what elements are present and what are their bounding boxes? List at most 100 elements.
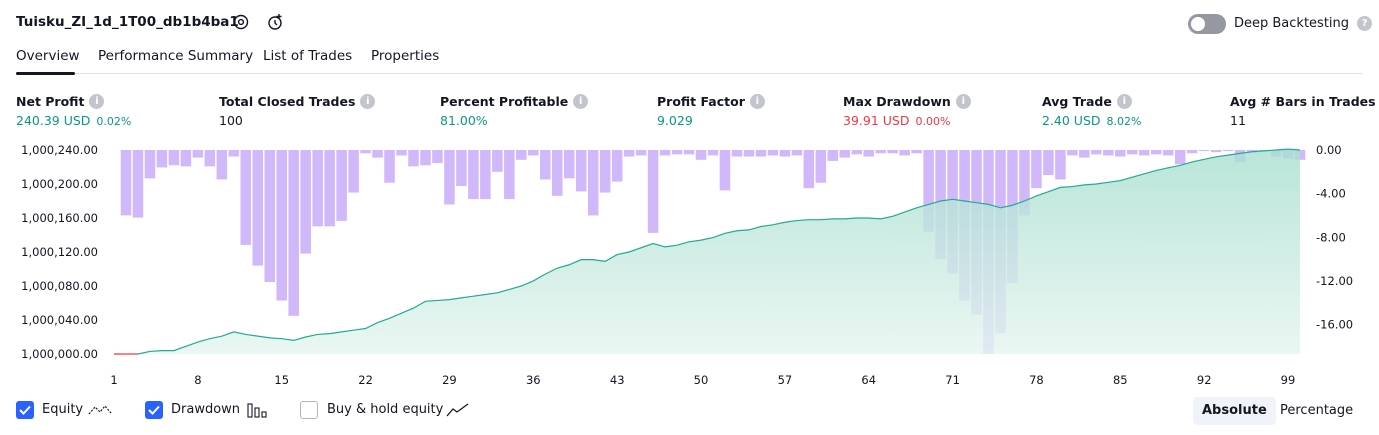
metric-total-closed-trades: Total Closed Trades i 100 (219, 94, 376, 128)
drawdown-bar (360, 150, 371, 154)
drawdown-bar (791, 150, 803, 156)
metric-percent: 0.02% (96, 115, 132, 128)
settings-icon[interactable] (232, 13, 250, 31)
drawdown-bar (1031, 150, 1042, 189)
drawdown-bar (875, 150, 886, 154)
drawdown-checkbox[interactable] (145, 401, 163, 419)
y-right-tick-label: -12.00 (1316, 274, 1353, 288)
equity-label: Equity (42, 402, 84, 417)
checkmark-icon (19, 405, 31, 415)
y-right-tick-label: 0.00 (1316, 143, 1342, 157)
drawdown-bar (252, 150, 264, 266)
drawdown-bar (1091, 150, 1102, 155)
metric-value: 39.91 USD (843, 113, 910, 128)
metric-label: Net Profit (16, 94, 85, 109)
y-left-tick-label: 1,000,000.00 (21, 347, 98, 361)
drawdown-bar (480, 150, 491, 200)
drawdown-bar (683, 150, 695, 155)
drawdown-bar (1222, 150, 1234, 152)
drawdown-bar (1067, 150, 1078, 156)
metric-value: 2.40 USD (1042, 113, 1101, 128)
metric-label: Max Drawdown (843, 94, 951, 109)
drawdown-bar (276, 150, 287, 301)
metric-value: 240.39 USD (16, 113, 91, 128)
equity-drawdown-chart[interactable]: 1,000,240.00 1,000,200.00 1,000,160.00 1,00… (0, 140, 1379, 390)
tab-list-of-trades[interactable]: List of Trades (263, 48, 353, 64)
active-tab-indicator (16, 72, 75, 75)
info-icon[interactable]: i (360, 94, 376, 109)
drawdown-bar (432, 150, 443, 164)
drawdown-label: Drawdown (171, 402, 241, 417)
drawdown-bar (180, 150, 192, 167)
percentage-button[interactable]: Percentage (1280, 403, 1354, 418)
buy-hold-checkbox[interactable] (300, 401, 318, 419)
drawdown-bar (1079, 150, 1090, 158)
drawdown-bar (300, 150, 311, 254)
drawdown-bar (120, 150, 132, 216)
metric-profit-factor: Profit Factor i 9.029 (657, 94, 765, 128)
equity-area (114, 148, 1301, 355)
x-tick-label: 50 (694, 373, 709, 387)
add-alert-icon[interactable] (266, 13, 284, 31)
drawdown-bar (1127, 150, 1138, 155)
drawdown-bar (695, 150, 707, 160)
drawdown-bar (456, 150, 467, 186)
deep-backtesting-toggle[interactable] (1188, 14, 1226, 34)
drawdown-bar (168, 150, 180, 166)
drawdown-bar (468, 150, 479, 200)
equity-checkbox[interactable] (16, 401, 34, 419)
info-icon[interactable]: i (955, 94, 971, 109)
metric-percent: 0.00% (915, 115, 951, 128)
metric-label: Avg # Bars in Trades (1230, 94, 1376, 109)
help-icon[interactable]: ? (1357, 16, 1373, 31)
drawdown-bar (312, 150, 323, 227)
info-icon[interactable]: i (1116, 94, 1132, 109)
x-tick-label: 36 (526, 373, 541, 387)
drawdown-bar (1174, 150, 1186, 165)
drawdown-bar (1162, 150, 1174, 156)
drawdown-bar (815, 150, 827, 183)
tab-properties[interactable]: Properties (371, 48, 440, 64)
x-tick-label: 92 (1197, 373, 1212, 387)
drawdown-bar (216, 150, 228, 180)
toggle-knob (1191, 17, 1205, 31)
tabs-divider (16, 73, 1363, 74)
drawdown-bar (827, 150, 839, 161)
metric-percent: 8.02% (1106, 115, 1142, 128)
info-icon[interactable]: i (89, 94, 105, 109)
drawdown-bar (599, 150, 611, 193)
absolute-button[interactable]: Absolute (1193, 397, 1276, 425)
chart-axes: 1,000,240.00 1,000,200.00 1,000,160.00 1,00… (21, 143, 1353, 387)
drawdown-bar (647, 150, 659, 233)
drawdown-bar (1103, 150, 1114, 156)
drawdown-bar (563, 150, 575, 179)
drawdown-bar (408, 150, 419, 167)
x-tick-label: 15 (274, 373, 289, 387)
tab-performance-summary[interactable]: Performance Summary (98, 48, 254, 64)
x-tick-label: 22 (358, 373, 373, 387)
y-left-tick-label: 1,000,200.00 (21, 177, 98, 191)
x-tick-label: 43 (610, 373, 625, 387)
drawdown-bar (384, 150, 395, 183)
y-right-tick-label: -16.00 (1316, 318, 1353, 332)
tab-overview[interactable]: Overview (16, 48, 80, 64)
drawdown-bar (575, 150, 587, 192)
drawdown-bar (396, 150, 407, 156)
y-right-tick-label: -4.00 (1316, 187, 1346, 201)
y-left-tick-label: 1,000,160.00 (21, 211, 98, 225)
metric-value: 9.029 (657, 113, 693, 128)
info-icon[interactable]: i (573, 94, 589, 109)
metric-percent-profitable: Percent Profitable i 81.00% (440, 94, 589, 128)
drawdown-bar (444, 150, 455, 205)
drawdown-bar (1019, 150, 1030, 216)
drawdown-bar (755, 150, 767, 157)
drawdown-bar (1055, 150, 1066, 180)
drawdown-bar (803, 150, 815, 189)
metric-label: Total Closed Trades (219, 94, 356, 109)
drawdown-bar (1186, 150, 1198, 154)
buy-hold-label: Buy & hold equity (327, 402, 444, 417)
metric-label: Percent Profitable (440, 94, 569, 109)
info-icon[interactable]: i (749, 94, 765, 109)
drawdown-bar (192, 150, 204, 158)
drawdown-bar (611, 150, 623, 182)
